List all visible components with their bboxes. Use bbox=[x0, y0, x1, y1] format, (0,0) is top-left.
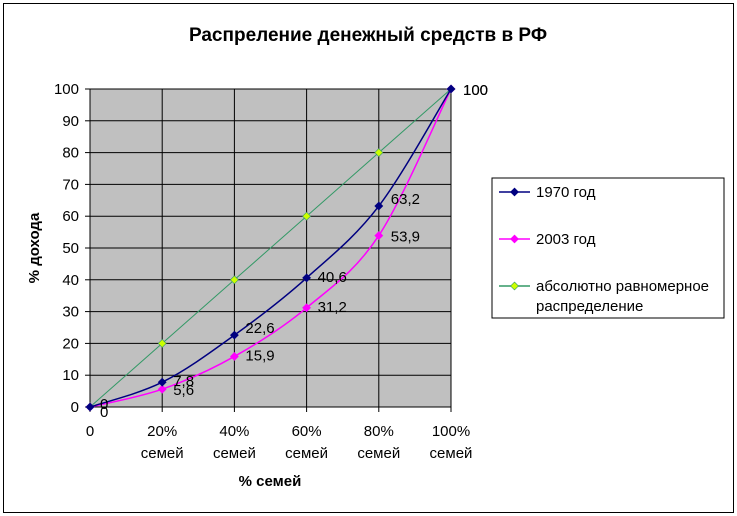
series-lines bbox=[85, 84, 456, 412]
y-axis-title: % дохода bbox=[26, 212, 43, 283]
data-point bbox=[302, 273, 312, 283]
y-tick-label: 10 bbox=[62, 367, 79, 384]
data-point bbox=[157, 377, 167, 387]
y-tick-label: 90 bbox=[62, 113, 79, 130]
gridlines bbox=[90, 88, 452, 407]
data-point bbox=[229, 275, 239, 285]
x-tick-label-line: семей bbox=[141, 445, 184, 462]
x-tick-label-line: 0 bbox=[86, 423, 94, 440]
data-point bbox=[157, 338, 167, 348]
legend-label-line: распределение bbox=[536, 298, 643, 315]
y-tick-label: 100 bbox=[54, 81, 79, 98]
x-tick-label-line: семей bbox=[357, 445, 400, 462]
data-label: 40,6 bbox=[318, 269, 347, 286]
x-tick-label: 60% семей bbox=[285, 423, 328, 462]
x-tick-label: 80% семей bbox=[357, 423, 400, 462]
data-label: 15,9 bbox=[245, 347, 274, 364]
data-label: 100 bbox=[463, 82, 488, 99]
data-point bbox=[374, 148, 384, 158]
y-tick-label: 30 bbox=[62, 304, 79, 321]
series-0 bbox=[85, 84, 456, 412]
x-tick-label: 20% семей bbox=[141, 423, 184, 462]
legend-entry: абсолютно равномерное распределение bbox=[499, 278, 709, 315]
legend-label: 2003 год bbox=[536, 231, 596, 248]
x-tick-label-line: 20% bbox=[147, 423, 177, 440]
legend-label-line: 2003 год bbox=[536, 231, 596, 248]
data-point bbox=[302, 303, 312, 313]
x-tick-label: 0 bbox=[86, 423, 94, 440]
data-label: 100 bbox=[463, 82, 488, 99]
legend-label-line: абсолютно равномерное bbox=[536, 278, 709, 295]
data-label: 0 bbox=[100, 404, 108, 421]
y-tick-label: 0 bbox=[71, 399, 79, 416]
y-tick-label: 70 bbox=[62, 176, 79, 193]
data-label: 31,2 bbox=[318, 299, 347, 316]
data-label: 0 bbox=[100, 396, 108, 413]
legend-entry: 1970 год bbox=[499, 184, 596, 201]
data-label: 63,2 bbox=[391, 191, 420, 208]
data-label: 22,6 bbox=[245, 320, 274, 337]
legend-marker bbox=[510, 281, 519, 291]
x-tick-label-line: 60% bbox=[292, 423, 322, 440]
y-tick-label: 50 bbox=[62, 240, 79, 257]
x-tick-label-line: семей bbox=[430, 445, 473, 462]
data-point bbox=[374, 201, 384, 211]
data-point bbox=[85, 402, 95, 412]
data-label: 5,6 bbox=[173, 382, 194, 399]
data-point bbox=[302, 211, 312, 221]
x-tick-label-line: 40% bbox=[219, 423, 249, 440]
x-tick-label: 40% семей bbox=[213, 423, 256, 462]
legend: 1970 год 2003 год абсолютно равномерное рас… bbox=[491, 177, 725, 319]
y-tick-label: 20 bbox=[62, 335, 79, 352]
data-label: 53,9 bbox=[391, 229, 420, 246]
legend-label: абсолютно равномерное распределение bbox=[536, 278, 709, 315]
data-point bbox=[157, 384, 167, 394]
legend-entry: 2003 год bbox=[499, 231, 596, 248]
y-tick-label: 40 bbox=[62, 272, 79, 289]
y-tick-label: 80 bbox=[62, 145, 79, 162]
chart-title: Распреление денежный средств в РФ bbox=[189, 25, 547, 46]
legend-label: 1970 год bbox=[536, 184, 596, 201]
data-label: 7,8 bbox=[173, 373, 194, 390]
x-axis-title: % семей bbox=[239, 473, 302, 490]
series-line bbox=[89, 88, 452, 408]
data-point bbox=[229, 330, 239, 340]
x-tick-label-line: 80% bbox=[364, 423, 394, 440]
legend-marker bbox=[510, 234, 519, 244]
x-tick-label-line: 100% bbox=[432, 423, 470, 440]
data-point bbox=[446, 84, 456, 94]
y-tick-label: 60 bbox=[62, 208, 79, 225]
x-tick-label: 100% семей bbox=[430, 423, 473, 462]
legend-label-line: 1970 год bbox=[536, 184, 596, 201]
data-point bbox=[229, 352, 239, 361]
x-tick-label-line: семей bbox=[285, 445, 328, 462]
x-tick-label-line: семей bbox=[213, 445, 256, 462]
legend-box bbox=[491, 177, 725, 319]
legend-marker bbox=[510, 187, 519, 197]
data-point bbox=[374, 231, 384, 241]
